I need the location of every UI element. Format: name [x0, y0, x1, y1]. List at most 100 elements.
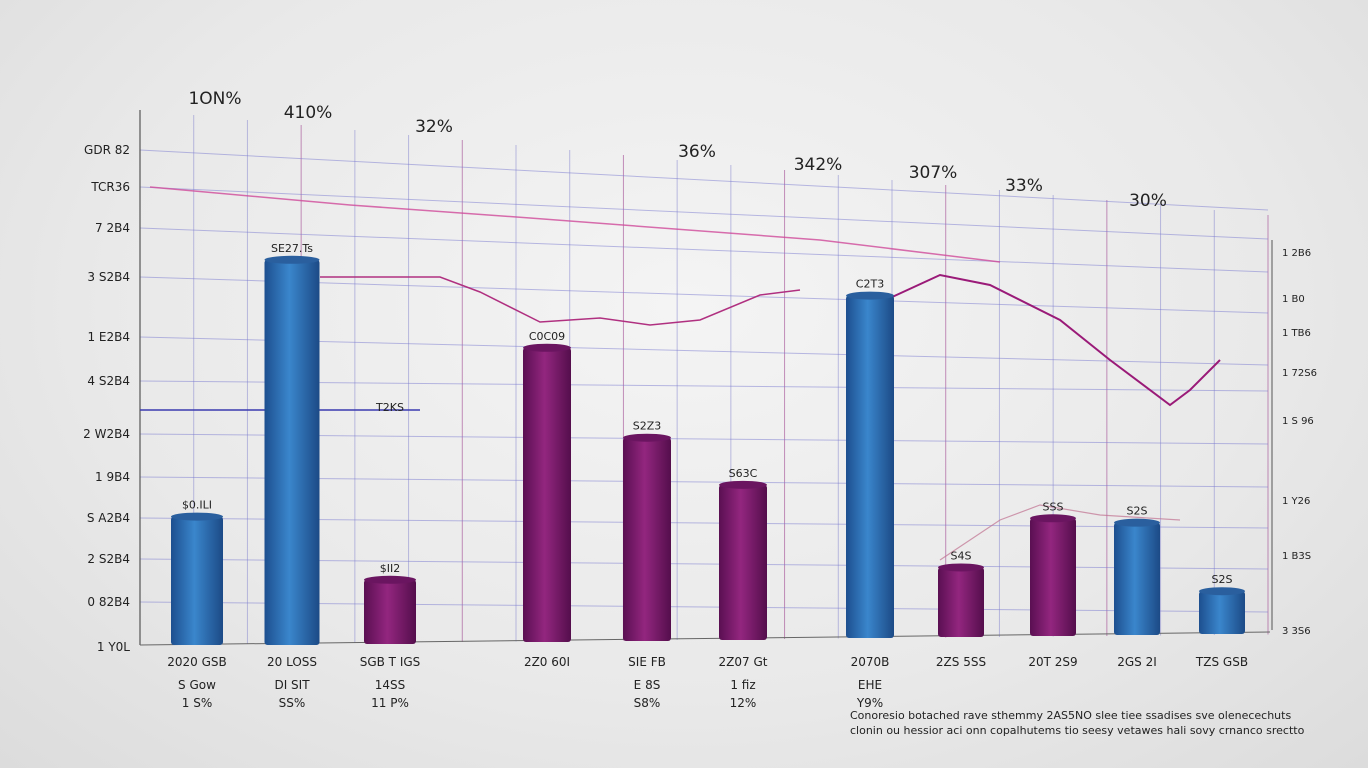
x-tick-label: TZS GSB [1195, 655, 1248, 669]
grid-line-h [139, 601, 1269, 613]
x-tick-sublabel: S8% [634, 696, 661, 710]
bar [171, 516, 223, 645]
x-tick-sublabel: DI SIT [274, 678, 310, 692]
y-tick-label: GDR 82 [84, 143, 130, 157]
bar-cap [719, 480, 767, 489]
y-tick-label: 2 W2B4 [83, 427, 130, 441]
bar-value-label: S2Z3 [633, 420, 662, 433]
bar [523, 347, 571, 642]
y-tick-label-right: 1 TB6 [1282, 328, 1311, 339]
grid-line-h [139, 227, 1269, 273]
x-tick-sublabel: 14SS [375, 678, 406, 692]
y-tick-label: 1 E2B4 [87, 330, 130, 344]
y-tick-label: 2 S2B4 [87, 552, 130, 566]
x-tick-label: 2Z07 Gt [719, 655, 768, 669]
bar-cap [1114, 518, 1160, 527]
y-tick-label-right: 1 B0 [1282, 294, 1305, 305]
annotation: T2KS [375, 401, 404, 414]
bar-value-label: SE27.Ts [271, 242, 313, 255]
x-tick-sublabel: S Gow [178, 678, 216, 692]
bar-value-label: S4S [951, 549, 972, 562]
top-percent-label: 32% [415, 117, 453, 137]
top-percent-label: 30% [1129, 191, 1167, 211]
y-tick-label: 1 9B4 [95, 470, 130, 484]
bar-cap [938, 563, 984, 572]
bar-value-label: SSS [1043, 500, 1064, 513]
top-percent-label: 307% [909, 163, 958, 183]
top-percent-label: 36% [678, 142, 716, 162]
y-tick-label: 1 Y0L [97, 640, 130, 654]
bar-value-label: S2S [1127, 505, 1148, 518]
x-tick-sublabel: 1 fiz [730, 678, 755, 692]
x-tick-label: SIE FB [628, 655, 666, 669]
top-percent-label: 342% [794, 155, 843, 175]
y-tick-label: 3 S2B4 [87, 270, 130, 284]
bar [1114, 522, 1160, 635]
bar [1199, 591, 1245, 634]
grid-line-h [139, 517, 1269, 529]
x-tick-sublabel: E 8S [634, 678, 661, 692]
y-tick-label-right: 1 72S6 [1282, 368, 1317, 379]
trend-line [889, 273, 1221, 407]
bar [623, 437, 671, 641]
grid-line-h [139, 433, 1269, 445]
y-tick-label-right: 3 3S6 [1282, 626, 1311, 637]
bar-value-label: $II2 [380, 562, 401, 575]
bar-value-label: S63C [729, 467, 758, 480]
grid-line-h [139, 476, 1269, 488]
bar [264, 259, 320, 645]
top-percent-label: 33% [1005, 176, 1043, 196]
x-tick-sublabel: EHE [858, 678, 882, 692]
trend-line [320, 276, 801, 326]
x-tick-label: 2ZS 5SS [936, 655, 986, 669]
x-tick-label: 20T 2S9 [1028, 655, 1077, 669]
grid-line-h [139, 186, 1269, 240]
y-tick-label-right: 1 B3S [1282, 551, 1311, 562]
bar-cap [171, 512, 223, 521]
bar-cap [364, 575, 416, 584]
bar [364, 579, 416, 644]
y-tick-label: 4 S2B4 [87, 374, 130, 388]
y-tick-label-right: 1 S 96 [1282, 416, 1314, 427]
y-tick-label: 7 2B4 [95, 221, 130, 235]
x-tick-sublabel: SS% [279, 696, 306, 710]
grid-line-h [139, 558, 1269, 570]
x-tick-label: 20 LOSS [267, 655, 317, 669]
grid-line-h [139, 336, 1269, 366]
trend-line [939, 504, 1181, 561]
x-tick-sublabel: 11 P% [371, 696, 409, 710]
bar-value-label: S2S [1212, 573, 1233, 586]
bar-value-label: $0.ILI [182, 499, 212, 512]
caption-line: clonin ou hessior aci onn copalhutems ti… [850, 724, 1305, 737]
bar-cap [623, 433, 671, 442]
x-tick-sublabel: 1 S% [182, 696, 212, 710]
x-tick-label: 2GS 2I [1117, 655, 1157, 669]
bar-value-label: C2T3 [856, 278, 884, 291]
x-tick-sublabel: 12% [730, 696, 757, 710]
x-tick-label: SGB T IGS [360, 655, 421, 669]
top-percent-label: 1ON% [188, 89, 241, 109]
caption-line: Conoresio botached rave sthemmy 2AS5NO s… [850, 709, 1292, 722]
bar [719, 484, 767, 640]
grid-line-h [139, 380, 1269, 392]
y-tick-label-right: 1 Y26 [1282, 496, 1310, 507]
bar [938, 567, 984, 637]
x-axis [139, 631, 1271, 646]
x-tick-label: 2020 GSB [167, 655, 227, 669]
trend-line [149, 186, 1001, 263]
bar [1030, 518, 1076, 636]
bar-cap [1030, 514, 1076, 523]
x-tick-sublabel: Y9% [856, 696, 883, 710]
caption: Conoresio botached rave sthemmy 2AS5NO s… [850, 708, 1320, 738]
y-tick-label-right: 1 2B6 [1282, 248, 1311, 259]
y-tick-label: 0 82B4 [87, 595, 130, 609]
bar-value-label: C0C09 [529, 330, 565, 343]
x-tick-label: 2070B [851, 655, 890, 669]
bar-cap [264, 255, 320, 264]
grid-line-h [139, 149, 1269, 211]
bar-cap [846, 291, 894, 300]
top-percent-label: 410% [284, 103, 333, 123]
bar-cap [523, 343, 571, 352]
y-tick-label: TCR36 [90, 180, 130, 194]
